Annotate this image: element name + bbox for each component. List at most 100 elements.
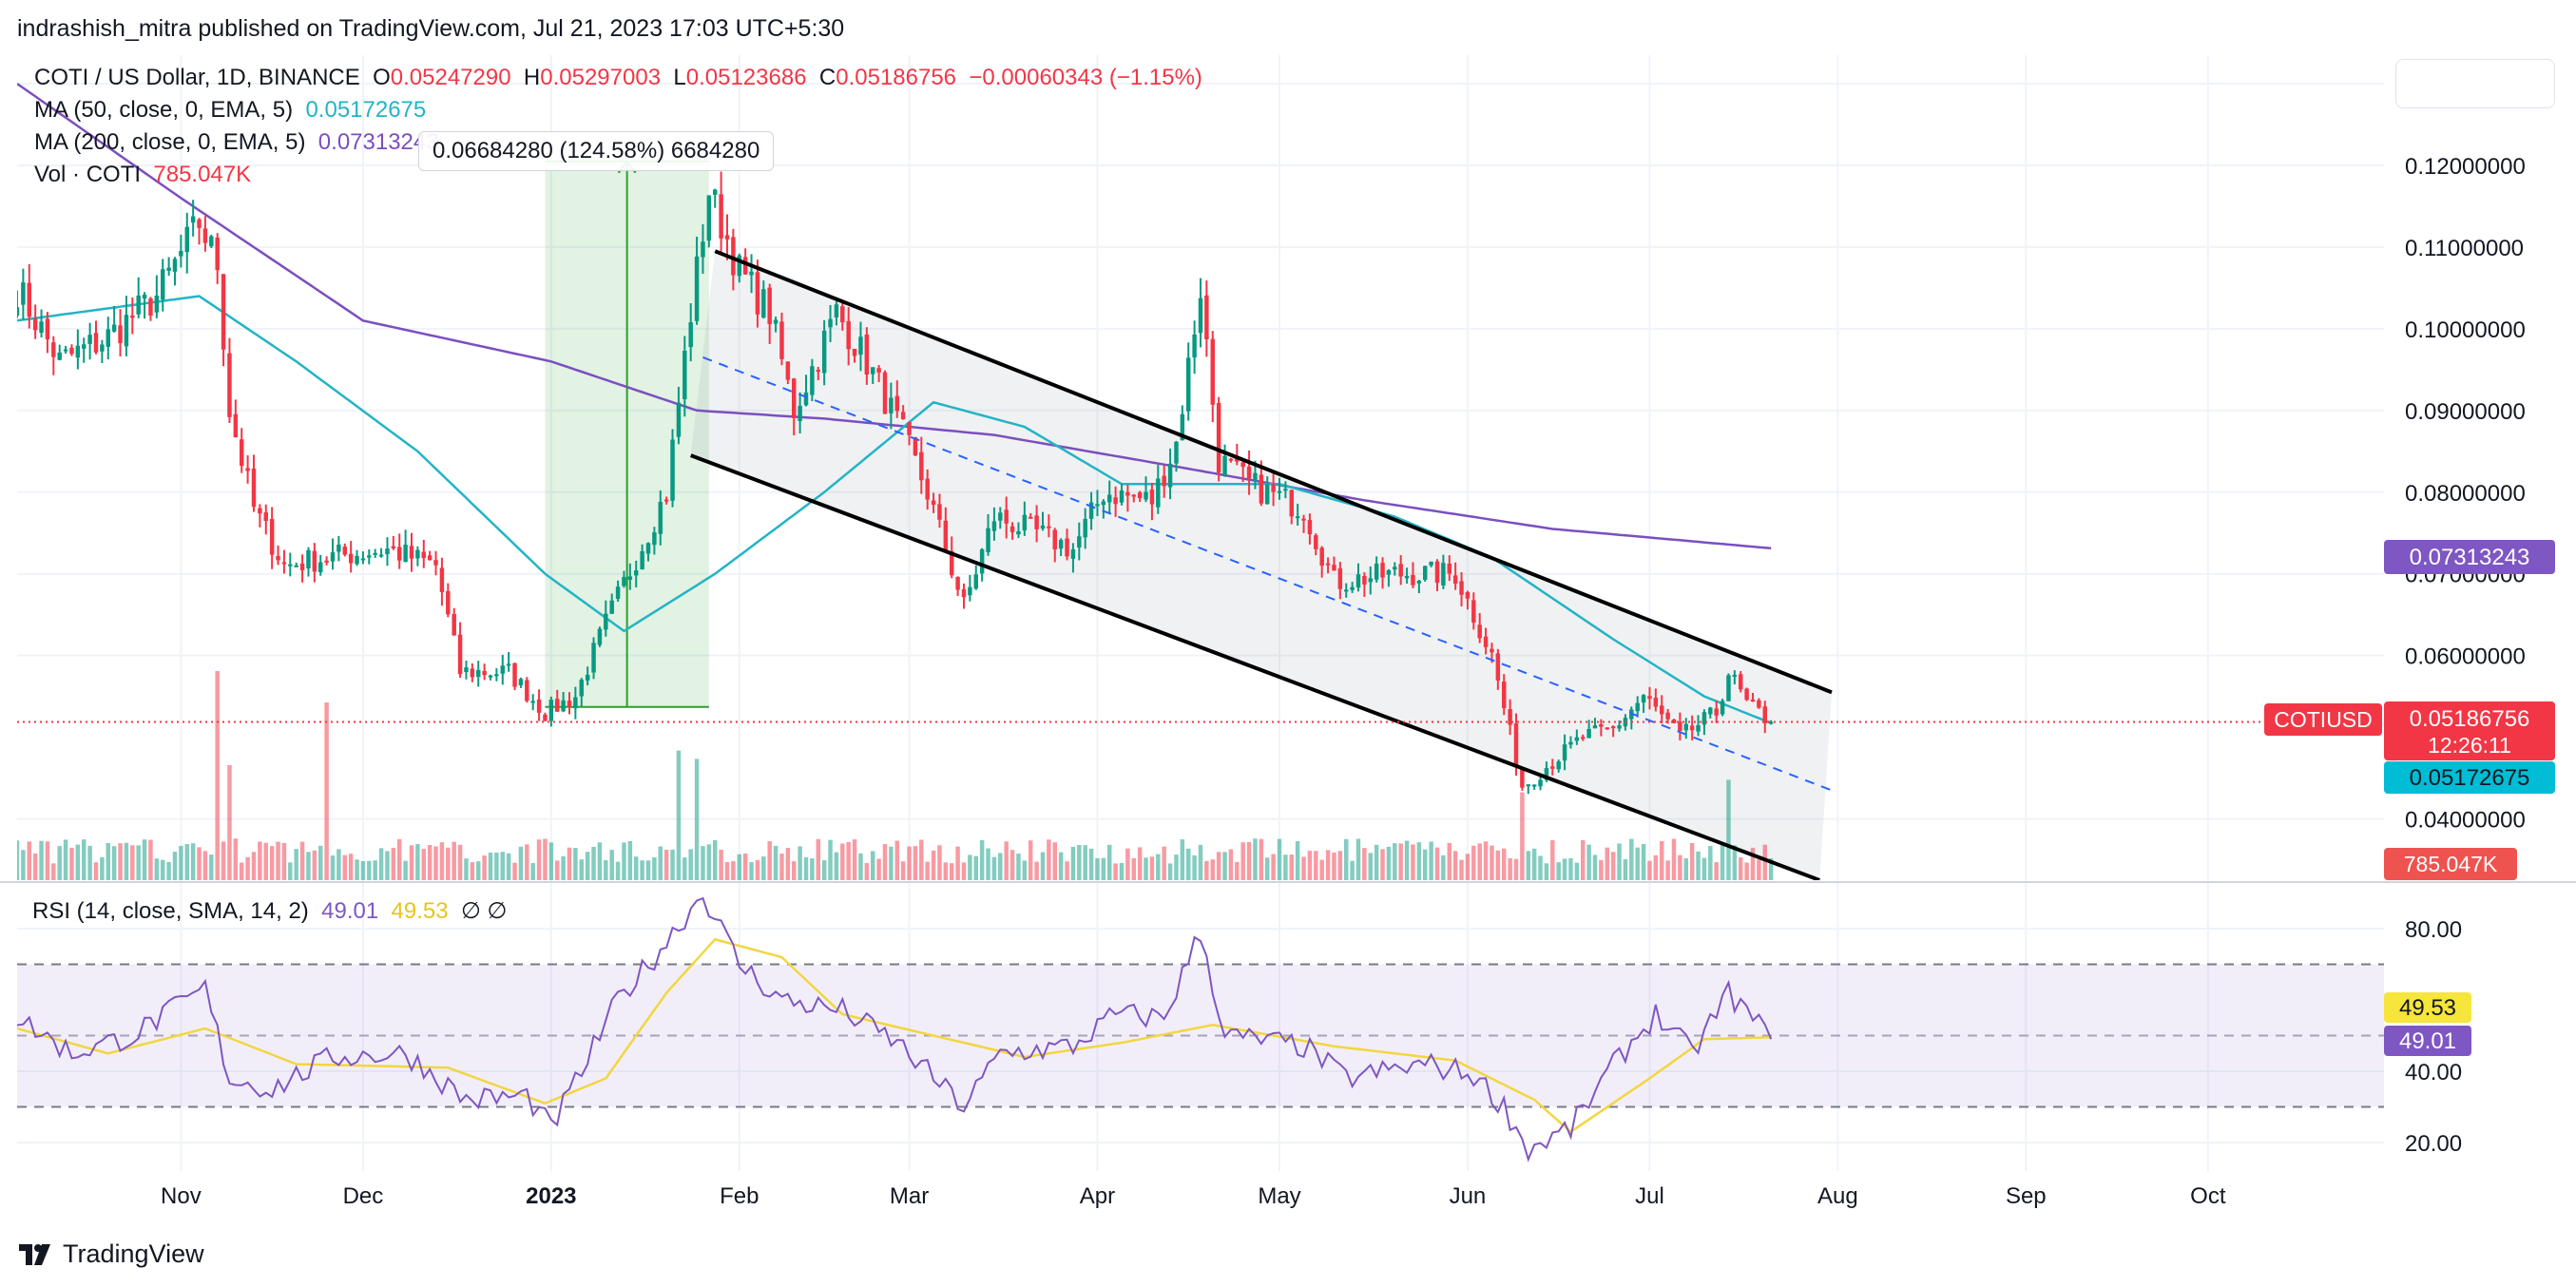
volume-bar [1162,846,1166,880]
volume-bar [1701,857,1707,880]
ma200-line [17,83,1772,550]
volume-bar [45,841,50,880]
volume-bar [791,861,797,880]
volume-bar [342,855,348,880]
volume-bar [1374,844,1379,880]
volume-bar [427,845,433,880]
ma50-label: MA (50, close, 0, EMA, 5) [34,97,294,123]
volume-bar [1332,852,1336,880]
volume-bar [973,855,979,880]
x-tick-label: Jun [1450,1183,1487,1209]
candle-body [567,701,572,707]
volume-bar [773,845,779,880]
volume-bar [1009,850,1015,880]
candle-body [858,336,863,355]
volume-bar [245,856,250,880]
volume-bar [75,844,81,880]
candle-body [1508,709,1512,725]
volume-bar [1526,851,1531,880]
candle-body [1289,490,1295,517]
volume-bar [1083,845,1087,880]
volume-bar [913,846,918,880]
volume-bar [1738,856,1743,880]
y-tick-label: 0.06000000 [2405,644,2526,670]
y-tick-label: 0.11000000 [2405,236,2524,261]
candle-body [870,367,875,375]
rsi-line [17,896,1773,1162]
candle-body [1678,721,1682,731]
candle-body [1562,744,1567,761]
volume-bar [306,852,311,880]
volume-bar [870,851,875,880]
volume-bar [512,862,517,880]
legend-rsi[interactable]: RSI (14, close, SMA, 14, 2) 49.01 49.53 … [32,897,507,925]
candles [17,171,1774,795]
volume-bar [1562,858,1567,880]
candle-body [166,267,171,271]
volume-bar [1386,846,1392,880]
candle-body [518,679,524,685]
candle-body [1701,712,1707,725]
legend-main[interactable]: COTI / US Dollar, 1D, BINANCE O0.0524729… [34,65,1202,91]
main-pane [17,83,2384,880]
legend-volume[interactable]: Vol · COTI 785.047K [34,162,251,188]
legend-ma200[interactable]: MA (200, close, 0, EMA, 5) 0.07313243 [34,129,439,156]
candle-body [1538,779,1543,787]
candle-body [1531,784,1537,787]
candle-body [1131,494,1137,497]
candle-body [1095,504,1100,507]
candle-body [324,560,329,563]
rsi-ma-tag-bg [2384,992,2471,1023]
volume-bar [979,839,985,880]
candle-body [937,504,942,520]
high-value: 0.05297003 [540,65,662,90]
volume-bar [876,858,881,880]
volume-bar [543,838,548,880]
tradingview-logo[interactable]: TradingView [19,1239,204,1269]
candle-body [439,567,445,592]
volume-bar [1434,847,1440,880]
candle-body [1750,699,1756,701]
candle-body [1368,578,1374,583]
candle-body [1113,497,1118,505]
candle-body [1040,525,1046,529]
rsi-ma-polyline [17,937,1772,1134]
volume-bar [1508,857,1512,880]
candle-body [17,307,20,317]
candle-body [1083,518,1087,538]
x-tick-label: Oct [2190,1183,2226,1209]
candle-body [816,370,821,373]
volume-bar [142,839,147,880]
candle-body [682,350,687,399]
candle-body [1222,455,1227,476]
volume-bar [640,860,644,880]
candle-body [1683,723,1689,731]
legend-ma50[interactable]: MA (50, close, 0, EMA, 5) 0.05172675 [34,97,426,124]
candle-body [1744,688,1749,701]
volume-bar [1568,857,1573,880]
candle-body [336,544,341,552]
volume-bar [1222,852,1227,880]
volume-bar [1253,838,1258,880]
candle-body [1501,682,1507,709]
scale-settings-box[interactable] [2395,59,2555,108]
candle-body [1732,674,1738,677]
volume-bar [724,861,730,880]
volume-bar [1398,843,1403,880]
candle-body [943,520,949,552]
volume-bar [1040,852,1046,880]
volume-bar [658,846,663,880]
volume-bar [1459,859,1464,880]
candle-body [1483,636,1489,647]
volume-bar [755,859,760,880]
candle-body [688,322,693,348]
volume-bar [312,850,317,880]
candle-body [415,549,420,559]
volume-bar [567,847,572,880]
volume-bar [1314,851,1318,880]
volume-bar [197,847,202,880]
candle-body [51,342,56,357]
volume-bar [604,860,608,880]
volume-bar [1259,838,1264,880]
